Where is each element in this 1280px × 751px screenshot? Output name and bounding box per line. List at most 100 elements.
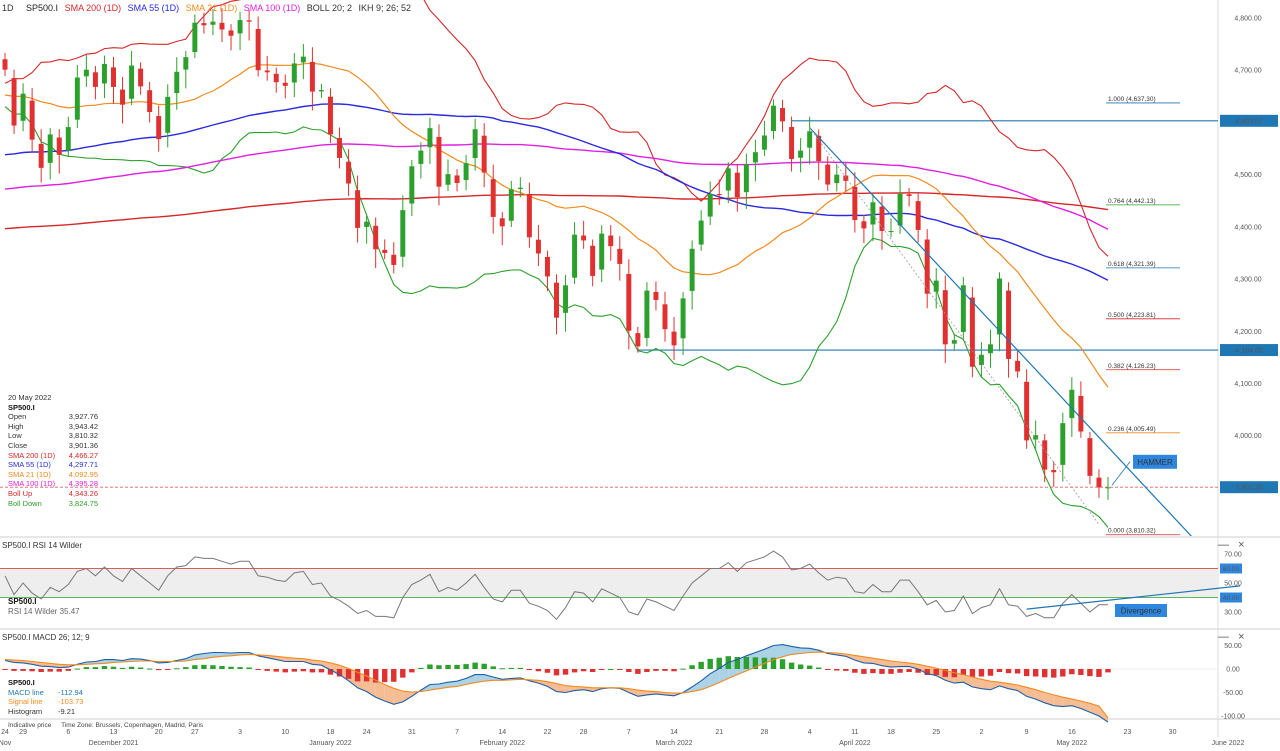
- macd-histogram-bar: [752, 657, 759, 669]
- candle-body: [291, 63, 297, 83]
- timeframe-label[interactable]: 1D: [2, 3, 14, 13]
- time-axis-tick: 25: [932, 729, 940, 736]
- time-axis-tick: 18: [887, 729, 895, 736]
- macd-readout-symbol: SP500.I: [8, 678, 35, 687]
- rsi-band-fill: [0, 568, 1218, 598]
- macd-histogram-bar: [626, 669, 632, 673]
- macd-histogram-bar: [219, 665, 225, 669]
- macd-fill-segment: [981, 679, 991, 690]
- macd-minimize-icon[interactable]: —: [1218, 631, 1229, 643]
- macd-histogram-bar: [535, 669, 542, 672]
- macd-histogram-bar: [779, 659, 786, 669]
- macd-pane: 50.00 0.00 -50.00 -100.00: [0, 643, 1245, 723]
- macd-line: [4, 644, 1109, 723]
- candle-body: [825, 164, 831, 185]
- fib-level-label: 0.000 (3,810.32): [1108, 528, 1156, 535]
- macd-histogram-bar: [56, 669, 62, 672]
- readout-row-value: 4,395.28: [68, 479, 98, 489]
- macd-histogram-bar: [101, 665, 108, 669]
- macd-close-icon[interactable]: ×: [1238, 631, 1245, 643]
- candle-body: [997, 278, 1002, 335]
- time-axis-tick: 20: [155, 729, 163, 736]
- macd-fill-segment: [1026, 687, 1036, 700]
- macd-histogram-bar: [996, 669, 1003, 673]
- readout-row: Boll Up 4,343.26: [8, 489, 98, 499]
- macd-histogram-bar: [499, 668, 505, 670]
- macd-fill-segment: [782, 644, 792, 657]
- macd-histogram-bar: [906, 669, 912, 673]
- macd-histogram-bar: [598, 669, 605, 670]
- candle-body: [183, 57, 189, 70]
- readout-row-label: Boll Down: [8, 498, 42, 508]
- fib-level-label: 0.382 (4,126.23): [1108, 363, 1156, 370]
- macd-histogram-bar: [580, 669, 587, 672]
- candle-body: [418, 150, 424, 164]
- candle-body: [192, 22, 198, 52]
- macd-fill-segment: [854, 655, 864, 663]
- sma100-line: [4, 143, 1109, 230]
- macd-histogram-bar: [653, 669, 659, 671]
- rsi-close-icon[interactable]: ×: [1238, 539, 1245, 551]
- candle-body: [508, 189, 514, 221]
- macd-histogram-bar: [110, 666, 117, 669]
- macd-histogram-bar: [454, 664, 460, 669]
- macd-fill-segment: [276, 656, 286, 662]
- candle-body: [409, 166, 415, 204]
- rsi-readout: SP500.I RSI 14 Wilder 35.47: [8, 597, 80, 617]
- bollinger-upper-line: [4, 0, 1109, 257]
- macd-fill-segment: [1098, 706, 1108, 723]
- rsi-band-tag-label: 60.00: [1223, 566, 1240, 573]
- macd-histogram-bar: [228, 666, 234, 669]
- candle-body: [129, 65, 135, 99]
- time-axis-tick: 14: [670, 729, 678, 736]
- indicator-sma200[interactable]: SMA 200 (1D): [64, 3, 122, 13]
- indicator-sma100[interactable]: SMA 100 (1D): [243, 3, 301, 13]
- indicator-sma21[interactable]: SMA 21 (1D): [185, 3, 238, 13]
- candle-body: [156, 116, 162, 140]
- candle-body: [138, 68, 144, 87]
- price-tag-label: 4,164.00: [1235, 348, 1262, 355]
- indicator-boll[interactable]: BOLL 20; 2: [306, 3, 352, 13]
- macd-fill-segment: [1017, 684, 1027, 697]
- macd-fill-segment: [95, 659, 105, 664]
- candle-body: [535, 239, 541, 254]
- macd-histogram-bar: [300, 669, 307, 672]
- macd-histogram-bar: [806, 665, 813, 669]
- readout-row-value: 4,343.26: [68, 488, 98, 498]
- indicator-ikh[interactable]: IKH 9; 26; 52: [358, 3, 412, 13]
- price-axis-tick: 4,500.00: [1234, 172, 1261, 179]
- candle-body: [228, 30, 234, 36]
- macd-readout-row: Histogram -9.21: [8, 707, 83, 717]
- candle-body: [1078, 396, 1084, 432]
- macd-histogram-bar: [83, 667, 90, 669]
- candle-body: [83, 69, 89, 77]
- candle-body: [11, 78, 17, 126]
- macd-fill-segment: [312, 660, 322, 666]
- rsi-pane: 60.00 40.00 70.00 50.00 30.00 Divergence: [0, 550, 1242, 621]
- macd-readout-rows: MACD line -112.94 Signal line -103.73 Histog…: [8, 688, 83, 717]
- symbol-label[interactable]: SP500.I: [26, 3, 59, 13]
- price-axis-tick: 4,400.00: [1234, 224, 1261, 231]
- readout-row-label: Open: [8, 412, 27, 422]
- readout-row-value: 3,824.75: [68, 498, 98, 508]
- readout-row-label: High: [8, 421, 24, 431]
- rsi-minimize-icon[interactable]: —: [1218, 539, 1229, 551]
- sma200-line: [4, 192, 1109, 230]
- candle-body: [318, 90, 324, 92]
- candle-body: [2, 59, 8, 70]
- candle-body: [599, 233, 605, 270]
- macd-readout-value: -9.21: [58, 706, 76, 716]
- candle-body: [165, 96, 171, 133]
- macd-histogram-bar: [210, 665, 216, 669]
- macd-histogram-bar: [834, 669, 840, 671]
- time-axis-tick: 28: [761, 729, 769, 736]
- macd-readout-label: MACD line: [8, 687, 44, 697]
- candle-body: [888, 231, 894, 233]
- macd-fill-segment: [221, 652, 232, 657]
- macd-histogram-bar: [65, 669, 71, 671]
- indicator-sma55[interactable]: SMA 55 (1D): [127, 3, 180, 13]
- macd-histogram-bar: [879, 669, 885, 674]
- rsi-axis-tick: 50.00: [1224, 581, 1242, 588]
